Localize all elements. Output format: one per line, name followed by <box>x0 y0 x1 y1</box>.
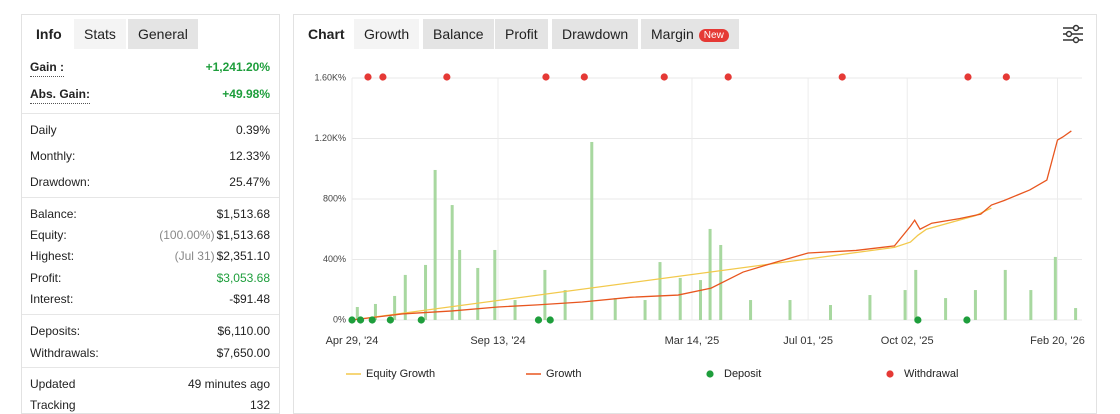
stat-label: Daily <box>30 123 57 137</box>
separator <box>22 314 279 315</box>
stat-label: Gain : <box>30 58 65 77</box>
stat-label: Highest: <box>30 249 75 264</box>
stat-value-text: 0.39% <box>235 123 270 137</box>
stat-label: Profit: <box>30 270 62 285</box>
stat-label: Balance: <box>30 207 77 221</box>
stat-value: $6,110.00 <box>218 322 271 340</box>
stat-row: Highest: (Jul 31) $2,351.10 <box>30 247 270 265</box>
stat-value-text: $3,053.68 <box>216 270 270 285</box>
stat-row: Gain : +1,241.20% <box>30 58 270 77</box>
separator <box>22 197 279 198</box>
stat-label: Interest: <box>30 291 74 306</box>
stat-value: 25.47% <box>229 173 270 191</box>
tab[interactable]: Drawdown <box>552 19 639 49</box>
stat-label: Abs. Gain: <box>30 85 91 104</box>
tab[interactable]: General <box>128 19 198 49</box>
stat-row: Abs. Gain: +49.98% <box>30 85 270 104</box>
stat-row: Deposits: $6,110.00 <box>30 322 270 340</box>
tab[interactable]: Profit <box>495 19 548 49</box>
stat-row: Tracking 132 <box>30 396 270 414</box>
stat-label: Updated <box>30 377 76 391</box>
page: Info Stats General Gain : +1,241.20% Abs. Gai… <box>21 14 1097 414</box>
new-badge: New <box>698 29 729 42</box>
stat-value: (Jul 31) $2,351.10 <box>175 247 270 265</box>
stat-note: (Jul 31) <box>174 249 215 264</box>
stat-value-text: 12.33% <box>229 149 270 163</box>
stat-value-text: 49 minutes ago <box>187 377 270 391</box>
stat-label: Tracking <box>30 398 76 412</box>
stat-value: -$91.48 <box>229 290 270 308</box>
stat-value: $7,650.00 <box>217 344 270 362</box>
separator <box>22 113 279 114</box>
stat-row: Drawdown: 25.47% <box>30 173 270 191</box>
stat-value-text: +49.98% <box>222 87 270 101</box>
stat-row: Equity: (100.00%) $1,513.68 <box>30 226 270 244</box>
stat-row: Balance: $1,513.68 <box>30 205 270 223</box>
stat-row: Withdrawals: $7,650.00 <box>30 344 270 362</box>
chart-panel: Chart Growth Balance Profit Drawdown Margin Ne… <box>293 14 1097 414</box>
stat-label: Deposits: <box>30 324 81 338</box>
stat-value: +1,241.20% <box>206 58 270 76</box>
stat-row: Monthly: 12.33% <box>30 147 270 165</box>
stat-value-text: $7,650.00 <box>216 346 270 360</box>
stat-label: Equity: <box>30 228 67 243</box>
tab[interactable]: Chart <box>298 19 355 49</box>
stat-value: 49 minutes ago <box>188 375 270 393</box>
stat-label: Withdrawals: <box>30 346 99 360</box>
stat-label: Monthly: <box>30 149 76 163</box>
stat-value: (100.00%) $1,513.68 <box>159 226 270 244</box>
stat-value: 12.33% <box>229 147 270 165</box>
stat-label: Drawdown: <box>30 175 91 189</box>
tab[interactable]: Margin New <box>641 19 739 49</box>
tab[interactable]: Stats <box>74 19 126 49</box>
stat-value: $3,053.68 <box>217 269 270 287</box>
tab[interactable]: Balance <box>423 19 494 49</box>
stat-value-text: 132 <box>249 398 270 412</box>
stat-value-text: $6,110.00 <box>217 324 271 338</box>
stat-value-text: -$91.48 <box>229 291 270 306</box>
stat-value: +49.98% <box>222 85 270 103</box>
stat-value-text: +1,241.20% <box>205 60 270 74</box>
stat-row: Daily 0.39% <box>30 121 270 139</box>
separator <box>22 367 279 368</box>
stat-row: Profit: $3,053.68 <box>30 269 270 287</box>
tab[interactable]: Info <box>26 19 72 49</box>
tab[interactable]: Growth <box>354 19 420 49</box>
stat-value: $1,513.68 <box>217 205 270 223</box>
settings-icon[interactable] <box>1062 24 1084 44</box>
stat-row: Interest: -$91.48 <box>30 290 270 308</box>
stat-value-text: $2,351.10 <box>216 249 270 264</box>
stat-note: (100.00%) <box>159 228 215 243</box>
stat-value-text: 25.47% <box>229 175 270 189</box>
stat-value-text: $1,513.68 <box>216 207 270 221</box>
stats-panel: Info Stats General Gain : +1,241.20% Abs. Gai… <box>21 14 280 414</box>
stat-value: 132 <box>250 396 270 414</box>
stat-value-text: $1,513.68 <box>216 228 270 243</box>
stat-row: Updated 49 minutes ago <box>30 375 270 393</box>
stat-value: 0.39% <box>236 121 270 139</box>
